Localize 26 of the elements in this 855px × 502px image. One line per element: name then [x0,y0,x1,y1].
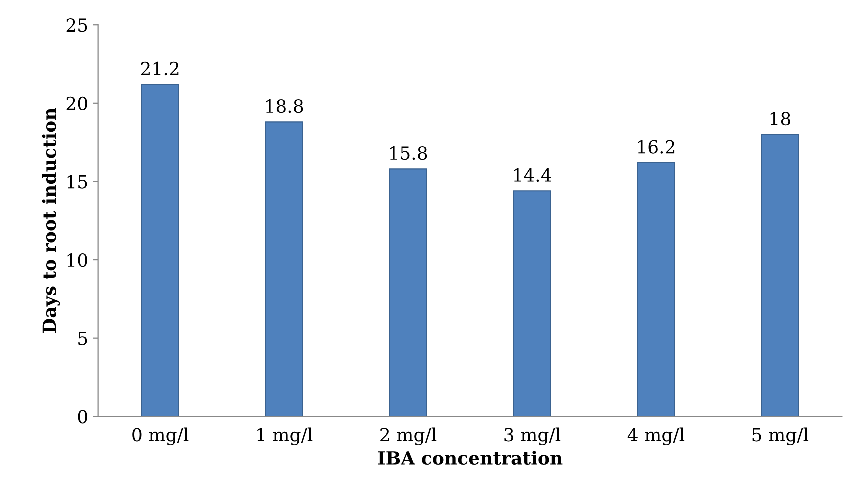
x-tick-label: 1 mg/l [258,428,313,446]
bar [389,168,428,417]
data-label: 14.4 [514,168,552,182]
data-label: 16.2 [638,140,675,154]
x-axis-title: IBA concentration [378,451,563,466]
x-tick-label: 5 mg/l [752,428,809,446]
data-label: 18.8 [266,99,304,114]
data-label: 15.8 [390,146,428,160]
y-tick-label: 10 [68,253,88,268]
bar [141,84,180,417]
y-tick-label: 20 [66,96,88,111]
data-label: 18 [770,112,790,126]
bar [761,134,800,417]
x-tick-label: 0 mg/l [132,428,189,446]
x-tick-label: 4 mg/l [628,428,685,446]
x-tick-label: 3 mg/l [504,428,561,446]
y-tick-label: 15 [68,175,88,189]
y-tick-label: 0 [78,410,88,424]
bar [513,190,552,417]
y-tick-label: 25 [66,18,88,32]
bar [265,122,304,417]
x-tick-label: 2 mg/l [380,428,437,446]
y-tick-label: 5 [78,332,88,346]
data-label: 21.2 [141,62,179,76]
y-axis-title: Days to root induction [42,108,60,334]
bar [637,162,676,417]
